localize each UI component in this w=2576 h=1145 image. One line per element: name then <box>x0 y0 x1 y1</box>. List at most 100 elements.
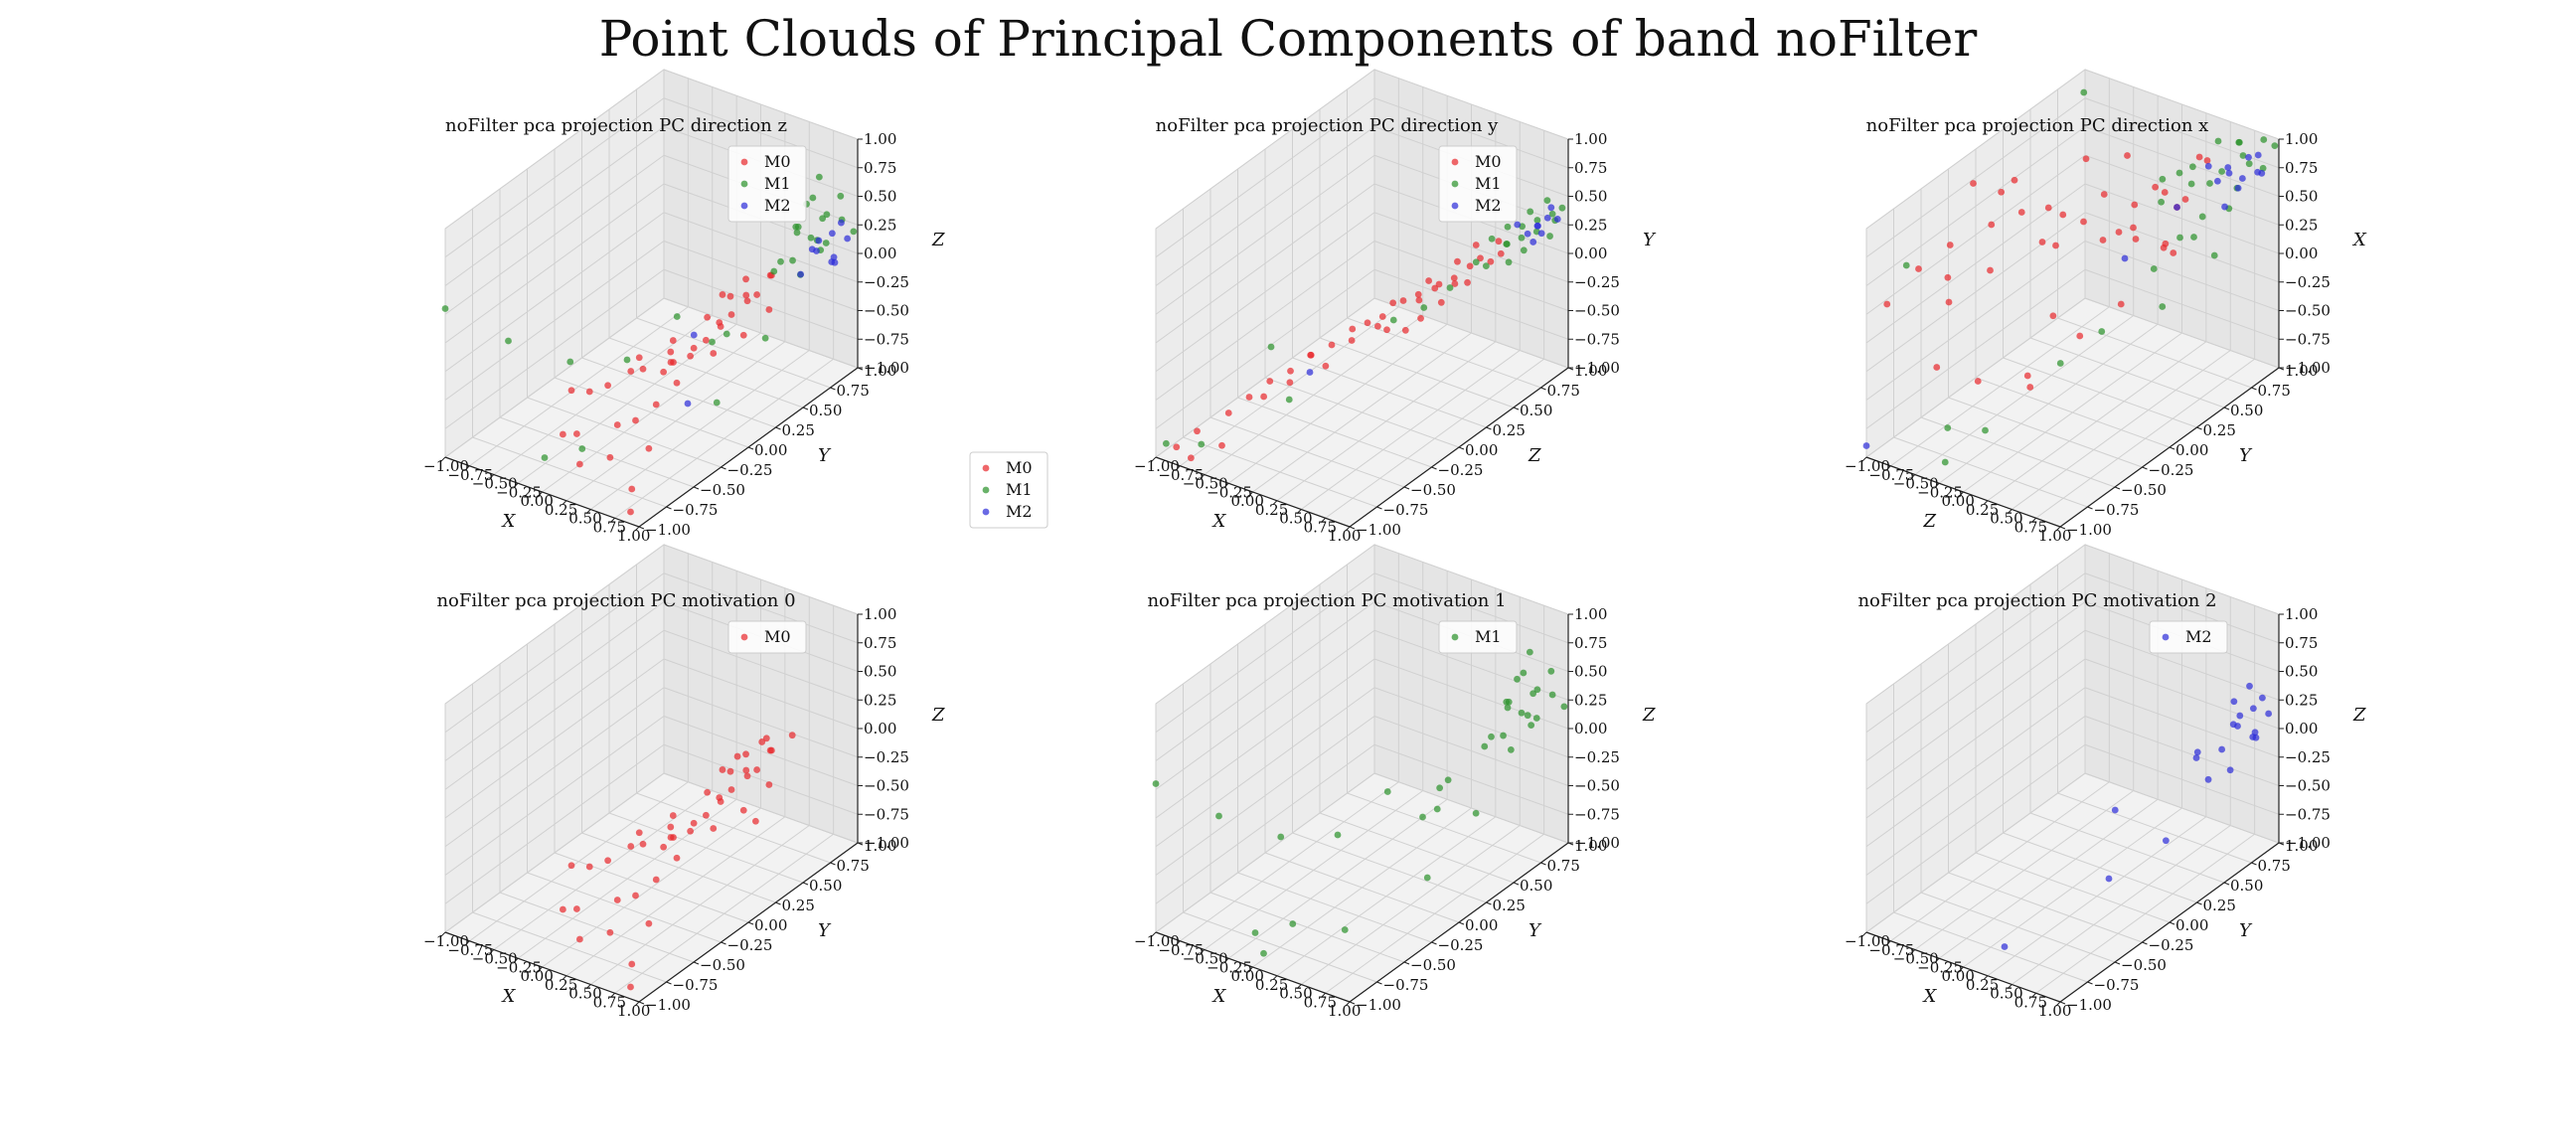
data-point-m1 <box>1527 208 1534 216</box>
y-tick <box>2142 941 2148 945</box>
data-point-m0 <box>2100 191 2108 198</box>
y-tick-label: 0.00 <box>1465 441 1498 459</box>
y-axis-title: Z <box>1528 445 1541 466</box>
data-point-m2 <box>2221 203 2228 211</box>
data-point-m1 <box>2080 88 2088 96</box>
data-point-m0 <box>1495 238 1503 245</box>
gridline <box>1865 544 2086 705</box>
data-point-m1 <box>1533 217 1541 224</box>
x-tick <box>585 984 591 989</box>
data-point-m0 <box>567 387 575 395</box>
data-point-m0 <box>1378 313 1386 320</box>
data-point-m0 <box>1373 322 1381 330</box>
data-point-m0 <box>627 508 634 516</box>
data-point-m0 <box>606 928 614 936</box>
data-point-m1 <box>1560 703 1568 711</box>
data-point-m2 <box>1543 214 1551 222</box>
gridline <box>581 357 776 428</box>
data-point-m0 <box>1173 443 1181 451</box>
data-point-m0 <box>635 354 643 362</box>
data-point-m0 <box>762 735 770 742</box>
data-point-m1 <box>1524 712 1531 720</box>
data-point-m1 <box>1902 261 1910 269</box>
data-point-m1 <box>2206 180 2213 187</box>
z-tick-label: 0.00 <box>1574 245 1607 262</box>
data-point-m2 <box>2192 754 2200 761</box>
data-point-m2 <box>1530 239 1537 245</box>
gridline <box>1276 341 1497 502</box>
data-point-m0 <box>2181 196 2189 203</box>
gridline <box>1373 772 1569 844</box>
gridline <box>1292 832 1487 903</box>
y-tick <box>1376 506 1382 510</box>
x-tick-label: −0.25 <box>1207 483 1252 501</box>
legend-label: M0 <box>1475 152 1502 171</box>
data-point-m1 <box>1383 788 1391 795</box>
gridline <box>1987 816 2207 977</box>
x-tick <box>1176 465 1181 471</box>
gridline <box>2084 772 2280 844</box>
y-tick-label: −1.00 <box>1356 521 1401 539</box>
x-tick-label: −1.00 <box>1134 457 1180 475</box>
y-tick-label: −0.25 <box>727 461 773 479</box>
data-point-m2 <box>2251 729 2259 736</box>
x-tick-label: 0.00 <box>1231 492 1264 510</box>
legend-marker-m2 <box>982 508 990 516</box>
data-point-m0 <box>639 365 647 373</box>
x-tick <box>562 975 567 981</box>
data-point-m0 <box>660 368 668 376</box>
z-tick-label: 0.50 <box>864 188 896 206</box>
z-tick-label: 0.25 <box>2285 216 2318 234</box>
x-tick <box>1345 1001 1351 1007</box>
data-point-m0 <box>1425 277 1433 284</box>
data-point-m2 <box>2226 766 2234 774</box>
x-tick <box>1200 949 1206 954</box>
gridline <box>554 852 749 923</box>
x-tick-label: 0.25 <box>1966 976 1999 994</box>
gridline <box>565 341 786 502</box>
data-point-m0 <box>572 430 580 437</box>
gridline <box>589 825 810 985</box>
x-tick-label: −0.75 <box>447 466 493 484</box>
z-tick-label: 0.00 <box>864 720 896 737</box>
panel-title: noFilter pca projection PC direction x <box>1866 115 2209 136</box>
gridline <box>608 337 804 409</box>
z-tick-label: 1.00 <box>864 605 896 623</box>
data-point-m0 <box>1364 319 1371 327</box>
z-tick-label: 1.00 <box>864 130 896 148</box>
x-tick <box>1272 975 1278 981</box>
y-tick-label: 0.00 <box>2175 916 2208 934</box>
data-point-m0 <box>1286 379 1294 387</box>
x-tick <box>513 957 519 963</box>
data-point-m1 <box>2158 198 2166 206</box>
gridline <box>663 658 859 730</box>
data-point-m1 <box>2188 163 2196 171</box>
y-tick-label: −0.25 <box>2149 461 2194 479</box>
legend-marker-m1 <box>1451 633 1459 641</box>
data-point-m0 <box>1974 378 1982 385</box>
y-tick <box>830 387 836 391</box>
gridline <box>663 772 859 844</box>
data-point-m0 <box>690 344 698 352</box>
y-tick <box>2087 981 2093 985</box>
data-point-m1 <box>2235 138 2243 146</box>
x-tick <box>634 1001 640 1007</box>
x-tick <box>538 491 543 497</box>
data-point-m1 <box>1198 440 1206 448</box>
gridline <box>1347 317 1541 389</box>
data-point-m0 <box>673 854 681 862</box>
data-point-m0 <box>627 843 635 850</box>
gridline <box>1865 572 2086 734</box>
panel-title: noFilter pca projection PC direction z <box>445 115 787 136</box>
data-point-m0 <box>585 388 593 396</box>
data-point-m0 <box>690 819 698 827</box>
legend-marker-m0 <box>982 464 990 472</box>
data-point-m2 <box>830 253 838 261</box>
gridline <box>1264 377 1460 448</box>
legend-marker-m0 <box>740 633 748 641</box>
z-axis-title: Y <box>1643 230 1657 250</box>
legend-label: M0 <box>1006 458 1033 477</box>
legend-marker-m1 <box>740 180 748 188</box>
data-point-m1 <box>709 338 716 346</box>
data-point-m0 <box>788 732 796 739</box>
